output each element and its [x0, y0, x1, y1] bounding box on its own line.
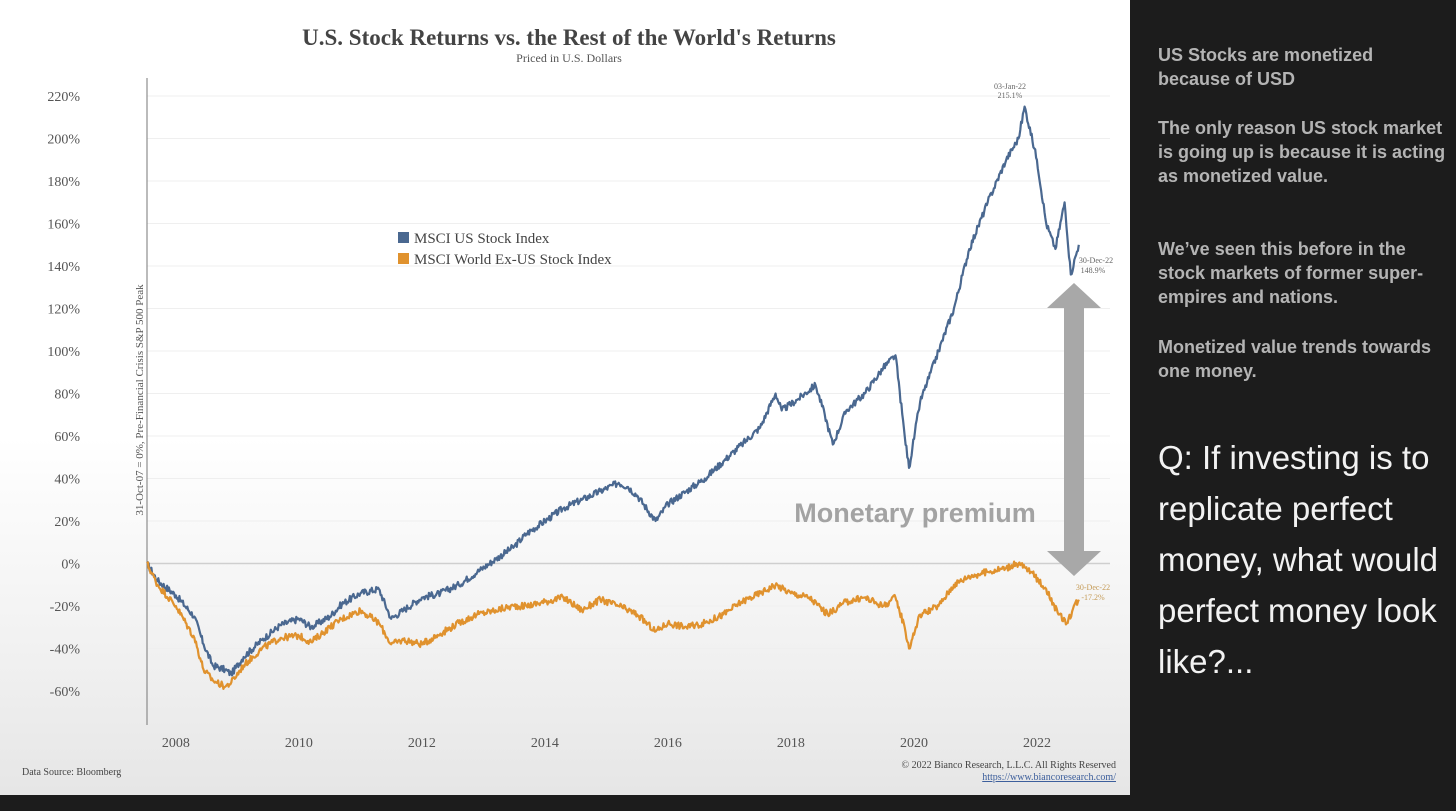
us-end-annotation-value: 148.9% [1081, 266, 1106, 275]
series-line-us [146, 105, 1080, 677]
legend-label-ex-us: MSCI World Ex-US Stock Index [414, 252, 612, 268]
y-tick-label: 0% [61, 558, 80, 573]
website-link[interactable]: https://www.biancoresearch.com/ [982, 772, 1116, 783]
y-tick-label: 180% [47, 175, 80, 190]
y-tick-label: 200% [47, 133, 80, 148]
note-monetized-usd: US Stocks are monetized because of USD [1158, 45, 1374, 89]
x-tick-label: 2010 [285, 736, 313, 751]
peak-annotation-date: 03-Jan-22 [994, 82, 1026, 91]
commentary-panel: US Stocks are monetized because of USD T… [1130, 0, 1456, 811]
y-tick-label: -20% [50, 600, 81, 615]
chart-slide: U.S. Stock Returns vs. the Rest of the W… [0, 0, 1130, 795]
y-tick-label: 120% [47, 303, 80, 318]
grid-lines [147, 95, 1110, 692]
ex-us-end-annotation-value: -17.2% [1081, 593, 1105, 602]
double-arrow-shape [1047, 283, 1101, 576]
ex-us-end-annotation: 30-Dec-22 -17.2% [1076, 583, 1110, 602]
y-tick-label: 20% [54, 515, 80, 530]
y-tick-label: 160% [47, 218, 80, 233]
y-axis-ticks: 220% 200% 180% 160% 140% 120% 100% 80% 60% 40% 20%… [47, 90, 80, 700]
x-tick-label: 2018 [777, 736, 805, 751]
question-text: Q: If investing is to replicate perfect … [1158, 439, 1439, 680]
x-tick-label: 2020 [900, 736, 928, 751]
chart-title: U.S. Stock Returns vs. the Rest of the W… [302, 25, 836, 50]
ex-us-end-annotation-date: 30-Dec-22 [1076, 583, 1110, 592]
chart-svg: U.S. Stock Returns vs. the Rest of the W… [22, 25, 1116, 783]
x-tick-label: 2008 [162, 736, 190, 751]
x-tick-label: 2022 [1023, 736, 1051, 751]
chart-subtitle: Priced in U.S. Dollars [516, 51, 622, 65]
x-tick-label: 2014 [531, 736, 559, 751]
peak-annotation: 03-Jan-22 215.1% [994, 82, 1026, 100]
legend-swatch-us [398, 232, 409, 243]
baseline-annotation: 31-Oct-07 = 0%, Pre-Financial Crisis S&P… [134, 284, 146, 516]
legend-swatch-ex-us [398, 253, 409, 264]
y-tick-label: 100% [47, 345, 80, 360]
copyright-notice: © 2022 Bianco Research, L.L.C. All Right… [901, 760, 1116, 771]
y-tick-label: 80% [54, 388, 80, 403]
series-lines [146, 105, 1080, 691]
note-seen-before: We’ve seen this before in the stock mark… [1158, 239, 1424, 307]
x-axis-ticks: 2008 2010 2012 2014 2016 2018 2020 2022 [162, 736, 1051, 751]
note-one-money: Monetized value trends towards one money… [1158, 337, 1432, 381]
y-tick-label: 60% [54, 430, 80, 445]
y-tick-label: 220% [47, 90, 80, 105]
legend-label-us: MSCI US Stock Index [414, 231, 550, 247]
series-line-ex-us [146, 560, 1080, 691]
y-tick-label: 140% [47, 260, 80, 275]
y-tick-label: 40% [54, 473, 80, 488]
x-tick-label: 2012 [408, 736, 436, 751]
monetary-premium-arrow-icon [1047, 283, 1101, 576]
monetary-premium-label: Monetary premium [794, 498, 1036, 528]
data-source: Data Source: Bloomberg [22, 767, 121, 778]
us-end-annotation-date: 30-Dec-22 [1079, 256, 1113, 265]
y-tick-label: -40% [50, 643, 81, 658]
chart-legend: MSCI US Stock Index MSCI World Ex-US Sto… [398, 231, 612, 268]
peak-annotation-value: 215.1% [998, 91, 1023, 100]
us-end-annotation: 30-Dec-22 148.9% [1079, 256, 1113, 275]
x-tick-label: 2016 [654, 736, 682, 751]
y-tick-label: -60% [50, 685, 81, 700]
note-only-reason: The only reason US stock market is going… [1158, 118, 1446, 186]
